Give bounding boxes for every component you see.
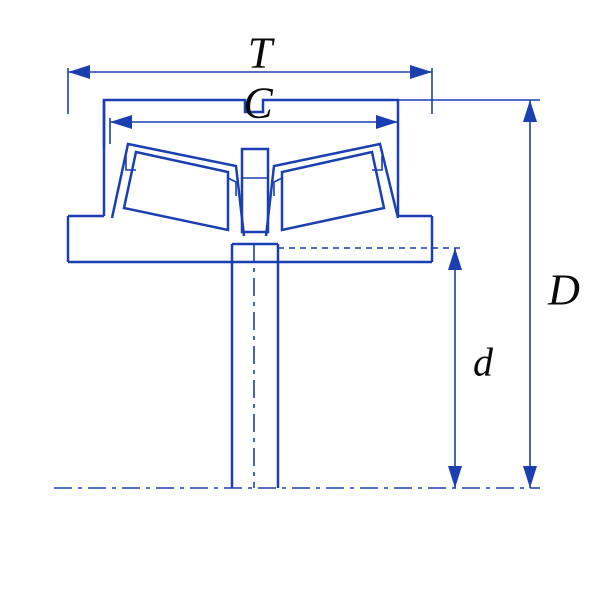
label-d: d: [473, 339, 493, 386]
label-D: D: [548, 265, 580, 316]
bearing-cross-section-svg: [0, 0, 600, 600]
diagram-canvas: T C D d: [0, 0, 600, 600]
label-T: T: [248, 28, 272, 79]
label-C: C: [243, 78, 272, 129]
